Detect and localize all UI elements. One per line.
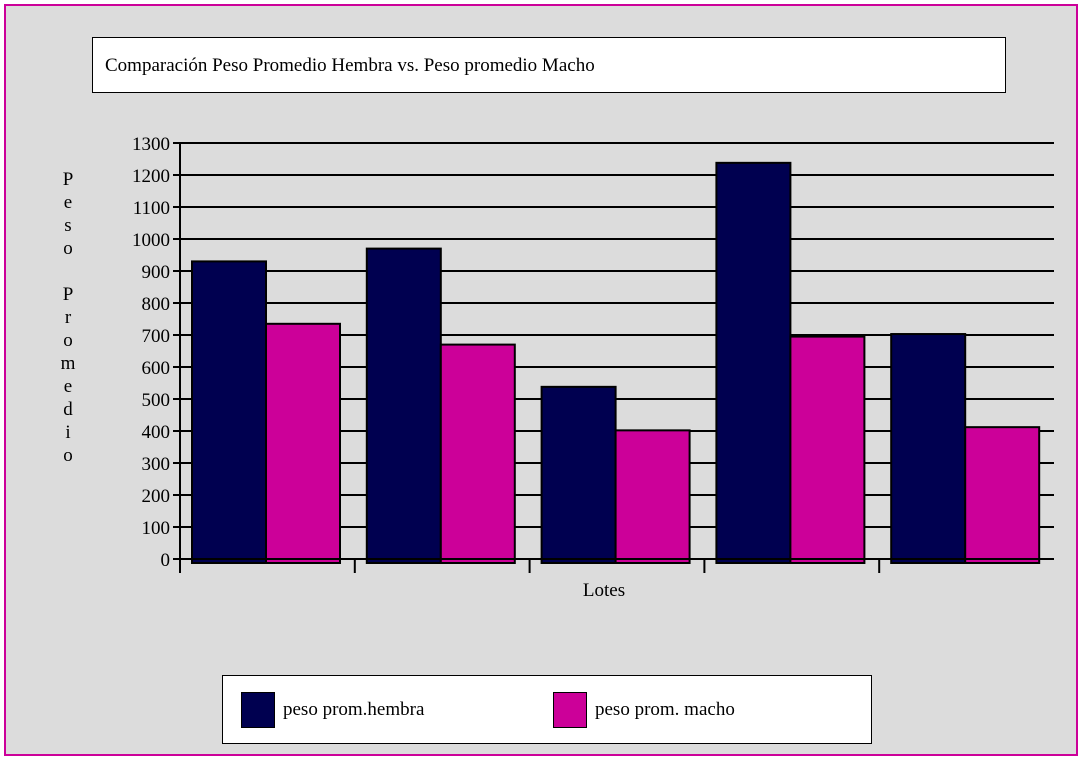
chart-title: Comparación Peso Promedio Hembra vs. Pes… bbox=[92, 37, 1006, 93]
y-tick-label: 1100 bbox=[133, 198, 170, 219]
y-axis-label-char: i bbox=[65, 422, 71, 443]
legend-swatch-macho bbox=[553, 692, 587, 728]
bar bbox=[191, 260, 267, 564]
bar bbox=[540, 385, 617, 564]
y-axis-label-char: r bbox=[64, 307, 72, 328]
bar bbox=[265, 322, 341, 564]
y-axis-label-char: s bbox=[64, 215, 72, 236]
y-axis-label-char: o bbox=[63, 238, 73, 259]
y-tick-label: 300 bbox=[142, 454, 171, 475]
bar bbox=[365, 247, 442, 564]
y-tick-label: 700 bbox=[142, 326, 171, 347]
bar bbox=[964, 426, 1041, 564]
y-axis-label-char: o bbox=[63, 330, 73, 351]
legend-item-hembra: peso prom.hembra bbox=[241, 691, 424, 729]
y-axis-label-char: o bbox=[63, 445, 73, 466]
bar bbox=[789, 335, 866, 564]
y-tick-label: 100 bbox=[142, 518, 171, 539]
bar bbox=[614, 429, 691, 564]
legend-item-macho: peso prom. macho bbox=[553, 691, 735, 729]
y-axis-label-char: P bbox=[62, 284, 74, 305]
legend: peso prom.hembra peso prom. macho bbox=[222, 675, 872, 744]
y-tick-label: 900 bbox=[142, 262, 171, 283]
y-axis-label-char: e bbox=[63, 376, 73, 397]
y-tick-label: 400 bbox=[142, 422, 171, 443]
y-axis-label-char: e bbox=[63, 192, 73, 213]
y-tick-label: 0 bbox=[161, 550, 171, 571]
legend-label-hembra: peso prom.hembra bbox=[283, 699, 425, 720]
x-axis-label: Lotes bbox=[582, 580, 626, 601]
y-tick-label: 1200 bbox=[132, 166, 170, 187]
y-tick-label: 500 bbox=[142, 390, 171, 411]
y-tick-label: 1000 bbox=[132, 230, 170, 251]
y-axis-label-char: m bbox=[60, 353, 76, 374]
y-tick-label: 800 bbox=[142, 294, 171, 315]
legend-swatch-hembra bbox=[241, 692, 275, 728]
y-tick-label: 200 bbox=[142, 486, 171, 507]
bar bbox=[439, 343, 516, 564]
y-tick-label: 1300 bbox=[132, 134, 170, 155]
bar bbox=[890, 333, 967, 565]
y-axis-label-char: d bbox=[63, 399, 73, 420]
y-tick-label: 600 bbox=[142, 358, 171, 379]
legend-label-macho: peso prom. macho bbox=[595, 699, 735, 720]
y-axis-label-char: P bbox=[62, 169, 74, 190]
bar bbox=[715, 161, 792, 564]
